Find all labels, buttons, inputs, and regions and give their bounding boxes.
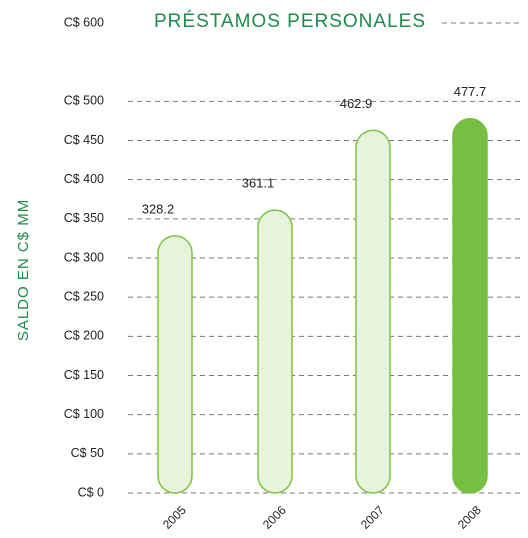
- x-tick-label: 2005: [160, 503, 189, 532]
- y-tick-label: C$ 600: [64, 15, 104, 29]
- chart-title: PRÉSTAMOS PERSONALES: [154, 11, 426, 32]
- y-tick-label: C$ 150: [64, 368, 104, 382]
- value-label: 361.1: [242, 176, 275, 191]
- y-tick-label: C$ 400: [64, 172, 104, 186]
- y-tick-label: C$ 250: [64, 289, 104, 303]
- value-label: 462.9: [340, 96, 373, 111]
- value-label: 477.7: [454, 84, 487, 99]
- bar: [355, 129, 391, 494]
- x-tick-label: 2006: [260, 503, 289, 532]
- x-tick-label: 2008: [455, 503, 484, 532]
- y-axis-title: SALDO EN C$ MM: [15, 199, 32, 341]
- bar: [157, 235, 193, 494]
- bar: [257, 209, 293, 494]
- y-tick-label: C$ 300: [64, 250, 104, 264]
- y-tick-label: C$ 50: [71, 446, 104, 460]
- y-tick-label: C$ 450: [64, 133, 104, 147]
- y-tick-label: C$ 500: [64, 94, 104, 108]
- y-tick-label: C$ 350: [64, 211, 104, 225]
- y-tick-label: C$ 100: [64, 407, 104, 421]
- bar: [452, 118, 488, 494]
- value-label: 328.2: [142, 201, 175, 216]
- y-tick-label: C$ 0: [78, 485, 104, 499]
- y-tick-label: C$ 200: [64, 329, 104, 343]
- x-tick-label: 2007: [358, 503, 387, 532]
